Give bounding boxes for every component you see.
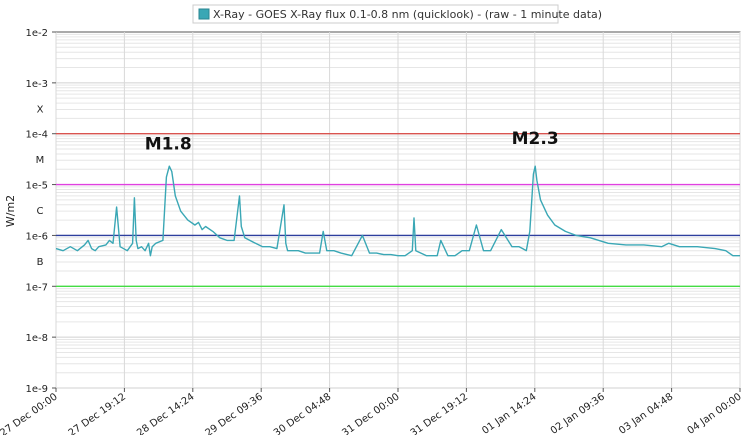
flare-class-labels: X M C B [36, 104, 45, 268]
legend-label: X-Ray - GOES X-Ray flux 0.1-0.8 nm (quic… [213, 8, 602, 21]
x-tick-label: 27 Dec 00:00 [0, 391, 60, 435]
grid [55, 32, 741, 389]
threshold-lines [56, 133, 740, 287]
flare-class-label: X [37, 104, 44, 115]
annotations: M1.8 M2.3 [145, 129, 559, 154]
legend-swatch [198, 8, 210, 20]
y-tick-label: 1e-7 [26, 282, 49, 293]
x-tick-label: 02 Jan 09:36 [549, 391, 607, 435]
y-axis-label: W/m2 [4, 195, 17, 227]
flare-class-label: B [37, 257, 44, 268]
x-tick-label: 04 Jan 00:00 [686, 391, 744, 435]
y-tick-label: 1e-2 [26, 28, 49, 39]
series-group [55, 165, 740, 257]
x-tick-label: 30 Dec 04:48 [272, 391, 333, 435]
y-tick-label: 1e-9 [26, 384, 49, 395]
flare-class-label: C [37, 206, 44, 217]
y-tick-label: 1e-5 [26, 181, 49, 192]
x-tick-label: 27 Dec 19:12 [67, 391, 128, 435]
flare-annotation: M2.3 [512, 129, 559, 149]
x-tick-label: 01 Jan 14:24 [480, 391, 538, 435]
x-tick-label: 29 Dec 09:36 [204, 391, 265, 435]
y-tick-label: 1e-8 [26, 333, 49, 344]
xray-flux-series-line [55, 165, 740, 257]
flare-annotation: M1.8 [145, 135, 192, 155]
y-tick-label: 1e-3 [26, 79, 49, 90]
y-tick-label: 1e-4 [26, 130, 49, 141]
y-axis: 1e-2 1e-3 1e-4 1e-5 1e-6 1e-7 1e-8 1e-9 [26, 28, 56, 395]
flare-class-label: M [36, 155, 45, 166]
y-tick-label: 1e-6 [26, 231, 49, 242]
legend-box [192, 4, 559, 24]
legend[interactable]: X-Ray - GOES X-Ray flux 0.1-0.8 nm (quic… [192, 4, 602, 24]
x-axis: 27 Dec 00:00 27 Dec 19:12 28 Dec 14:24 29 D… [0, 388, 744, 435]
x-tick-label: 31 Dec 19:12 [409, 391, 470, 435]
x-tick-label: 28 Dec 14:24 [135, 391, 196, 435]
x-tick-label: 03 Jan 04:48 [617, 391, 675, 435]
x-tick-label: 31 Dec 00:00 [340, 391, 401, 435]
